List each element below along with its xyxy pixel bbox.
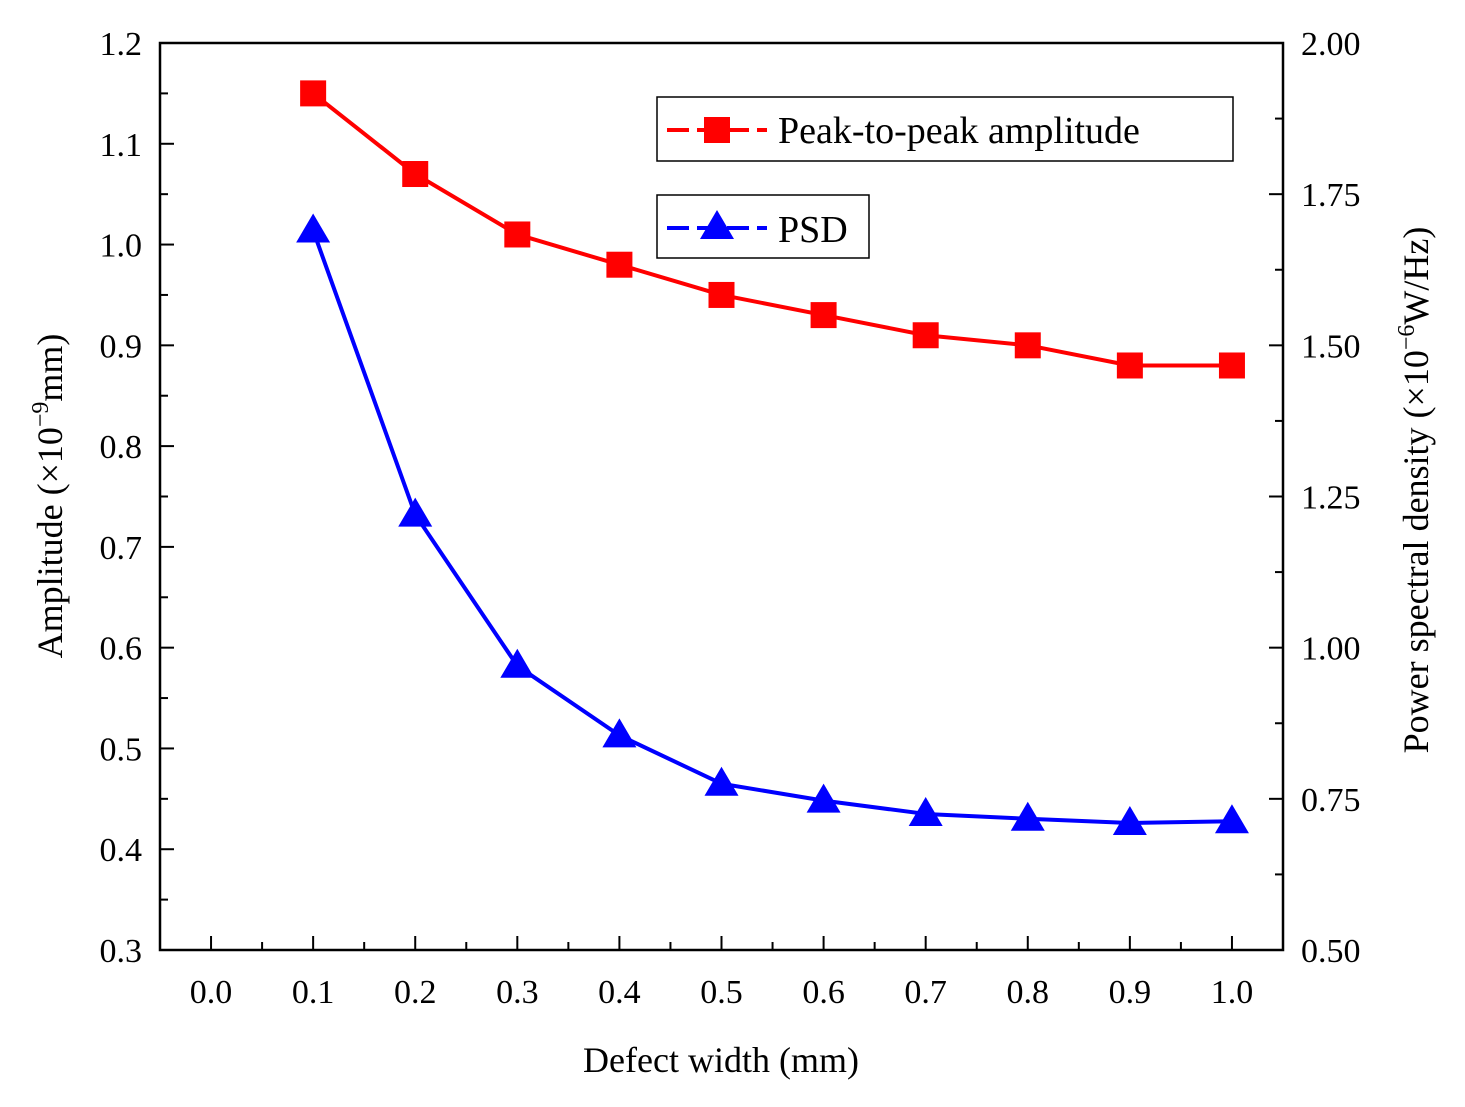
series-0-point bbox=[708, 281, 735, 308]
y-left-title-exponent: −9 bbox=[28, 402, 54, 428]
series-line-0 bbox=[311, 91, 1232, 368]
y-right-tick-label: 1.00 bbox=[1301, 631, 1361, 668]
y-right-title-exponent: −6 bbox=[1394, 325, 1420, 351]
legend-entry-psd: PSD bbox=[656, 194, 870, 259]
plot-frame bbox=[158, 41, 1285, 952]
y-left-title-prefix: Amplitude (×10 bbox=[30, 427, 70, 658]
x-tick-label: 0.9 bbox=[1109, 974, 1152, 1011]
series-1-point bbox=[908, 796, 943, 826]
series-line-1 bbox=[311, 229, 1232, 826]
y-right-tick-label: 0.50 bbox=[1301, 933, 1361, 970]
series-0-point bbox=[300, 80, 327, 107]
y-left-tick-label: 0.4 bbox=[100, 832, 143, 869]
series-0-point bbox=[504, 221, 531, 248]
y-left-tick-label: 1.0 bbox=[100, 228, 143, 265]
series-0-point bbox=[912, 322, 939, 349]
y-right-tick-label: 1.25 bbox=[1301, 480, 1361, 517]
series-1-point bbox=[1112, 806, 1147, 836]
legend-box-peak bbox=[656, 96, 1234, 162]
legend-label-psd: PSD bbox=[778, 209, 848, 251]
legend-label-peak: Peak-to-peak amplitude bbox=[778, 110, 1140, 152]
y-left-tick-label: 0.9 bbox=[100, 328, 143, 365]
series-1-point bbox=[296, 213, 331, 243]
x-tick-label: 0.0 bbox=[190, 974, 233, 1011]
x-tick-label: 0.3 bbox=[496, 974, 539, 1011]
x-tick-label: 0.4 bbox=[598, 974, 641, 1011]
x-tick-label: 0.5 bbox=[700, 974, 743, 1011]
y-right-title-suffix: W/Hz) bbox=[1396, 227, 1436, 325]
x-tick-label: 0.6 bbox=[802, 974, 845, 1011]
y-left-tick-label: 1.1 bbox=[100, 127, 143, 164]
y-right-title-prefix: Power spectral density (×10 bbox=[1396, 350, 1436, 753]
x-tick-label: 0.7 bbox=[904, 974, 947, 1011]
y-left-tick-label: 0.8 bbox=[100, 429, 143, 466]
y-left-tick-label: 0.7 bbox=[100, 530, 143, 567]
series-1-point bbox=[1010, 801, 1045, 831]
x-tick-label: 0.2 bbox=[394, 974, 437, 1011]
y-right-tick-label: 1.50 bbox=[1301, 328, 1361, 365]
x-tick-label: 0.8 bbox=[1007, 974, 1050, 1011]
series-1-point bbox=[602, 718, 637, 748]
y-left-tick-label: 1.2 bbox=[100, 26, 143, 63]
x-axis-title: Defect width (mm) bbox=[583, 1040, 859, 1080]
legend-entry-peak: Peak-to-peak amplitude bbox=[656, 96, 1234, 162]
series-1-point bbox=[704, 766, 739, 796]
y-left-tick-label: 0.5 bbox=[100, 731, 143, 768]
series-layer bbox=[296, 80, 1249, 836]
ticks-layer: 0.0 0.1 0.2 0.3 0.4 0.5 0.6 0.7 0.8 0.9 1.0 0.3 0.4 0… bbox=[100, 26, 1361, 1011]
y-left-tick-label: 0.6 bbox=[100, 631, 143, 668]
series-0-point bbox=[606, 251, 633, 278]
y-axis-left-title: Amplitude (×10−9mm) bbox=[28, 334, 70, 659]
series-0-point bbox=[402, 161, 429, 188]
series-0-point bbox=[810, 302, 837, 329]
y-right-tick-label: 0.75 bbox=[1301, 782, 1361, 819]
x-tick-label: 1.0 bbox=[1211, 974, 1254, 1011]
y-axis-right-title: Power spectral density (×10−6W/Hz) bbox=[1394, 227, 1436, 754]
legend-marker-peak bbox=[704, 117, 730, 143]
y-left-title-suffix: mm) bbox=[30, 334, 70, 402]
series-0-point bbox=[1116, 352, 1143, 379]
y-right-tick-label: 1.75 bbox=[1301, 177, 1361, 214]
y-right-tick-label: 2.00 bbox=[1301, 26, 1361, 63]
y-left-tick-label: 0.3 bbox=[100, 933, 143, 970]
series-0-point bbox=[1014, 332, 1041, 359]
series-1-point bbox=[500, 648, 535, 678]
series-1-point bbox=[806, 783, 841, 813]
legend-marker-psd bbox=[700, 210, 734, 239]
x-tick-label: 0.1 bbox=[292, 974, 335, 1011]
series-1-point bbox=[398, 497, 433, 527]
series-0-point bbox=[1218, 352, 1245, 379]
series-1-point bbox=[1214, 804, 1249, 834]
